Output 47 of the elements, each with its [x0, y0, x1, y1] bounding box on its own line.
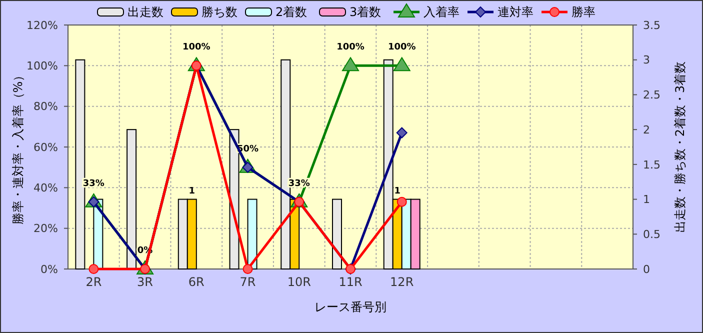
y-tick-label: 60% — [34, 140, 58, 154]
data-label: 100% — [182, 42, 210, 53]
x-tick-label: 12R — [390, 275, 414, 289]
data-label: 100% — [388, 42, 416, 53]
x-axis-title: レース番号別 — [314, 300, 386, 314]
y-axis-title: 勝率・連対率・入着率（%） — [11, 69, 25, 225]
bar — [75, 59, 86, 270]
y2-tick-label: 3.5 — [643, 18, 660, 32]
y-tick-label: 0% — [40, 262, 58, 276]
legend-label: 勝ち数 — [202, 5, 238, 20]
y-tick-label: 40% — [34, 182, 58, 195]
legend-label: 連対率 — [498, 5, 534, 20]
y2-tick-label: 1.5 — [643, 158, 660, 172]
legend-label: 入着率 — [424, 5, 460, 20]
bar — [332, 198, 342, 270]
point — [396, 127, 408, 138]
legend-label: 勝率 — [572, 5, 596, 20]
y2-tick-label: 0.5 — [643, 228, 660, 241]
x-tick-label: 7R — [240, 275, 256, 289]
y2-tick-label: 1 — [643, 193, 650, 206]
y2-axis-title: 出走数・勝ち数・2着数・3着数 — [673, 61, 687, 233]
y-tick-label: 100% — [26, 60, 58, 73]
data-label: 1 — [394, 186, 400, 196]
x-tick-label: 3R — [137, 275, 154, 289]
x-tick-label: 6R — [188, 275, 204, 289]
x-tick-label: 2R — [86, 275, 102, 289]
x-tick-label: 10R — [287, 275, 311, 289]
y2-tick-label: 2 — [643, 123, 650, 136]
bar — [126, 129, 137, 270]
point — [242, 264, 253, 274]
point — [88, 264, 99, 274]
data-label: 100% — [336, 42, 364, 53]
bar — [247, 198, 258, 270]
y-tick-label: 80% — [34, 100, 58, 114]
legend-label: 3着数 — [350, 5, 382, 20]
data-label: 1 — [188, 186, 196, 196]
y-tick-label: 20% — [34, 222, 58, 236]
y2-tick-label: 3 — [643, 54, 650, 67]
legend-label: 出走数 — [128, 5, 164, 20]
y-tick-label: 120% — [26, 18, 58, 32]
point — [396, 196, 407, 207]
point — [342, 57, 359, 72]
legend-label: 2着数 — [276, 5, 308, 20]
y2-tick-label: 0 — [643, 262, 650, 276]
x-tick-label: 11R — [338, 275, 362, 289]
point — [393, 57, 410, 72]
y2-tick-label: 2.5 — [643, 88, 660, 102]
